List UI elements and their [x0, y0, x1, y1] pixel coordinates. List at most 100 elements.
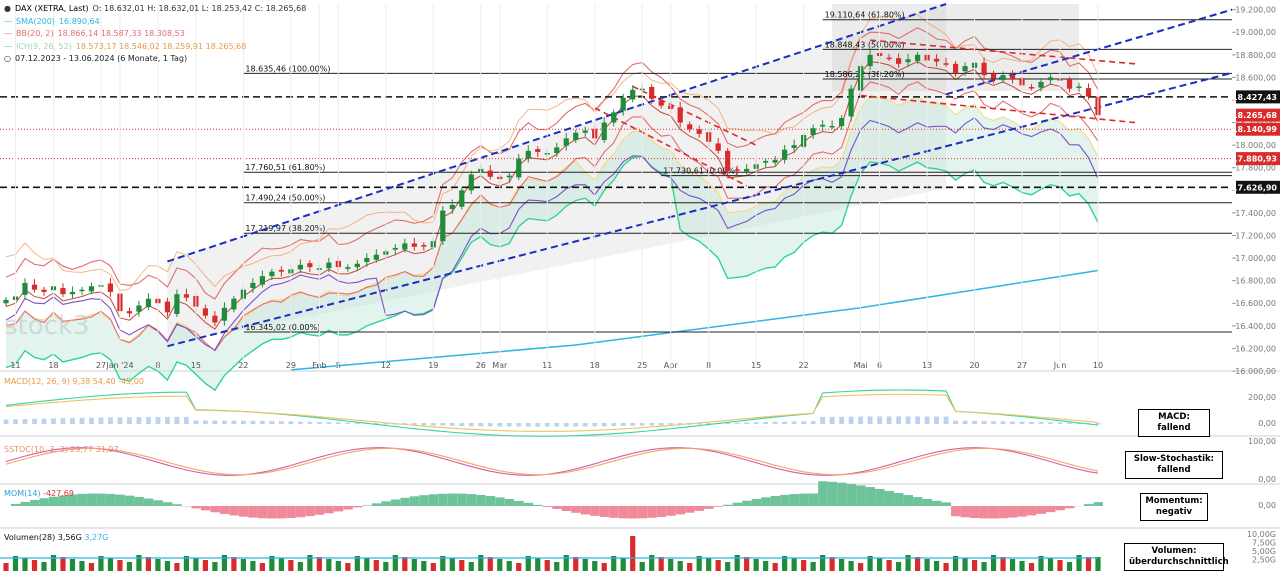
- momentum-bar-positive: [514, 500, 524, 506]
- volume-bar-up: [440, 556, 446, 571]
- volume-bar-down: [31, 560, 38, 571]
- momentum-bar-positive: [48, 496, 59, 506]
- candle-up: [79, 289, 85, 292]
- volume-bar-up: [1019, 561, 1025, 571]
- macd-histogram-bar: [146, 416, 151, 424]
- macd-histogram-bar: [13, 419, 18, 424]
- volume-bar-up: [763, 561, 769, 571]
- momentum-bar-positive: [742, 500, 752, 506]
- volume-bar-down: [630, 536, 636, 571]
- macd-histogram-bar: [174, 416, 180, 424]
- candle-up: [1076, 86, 1082, 88]
- macd-histogram-bar: [554, 423, 560, 427]
- candle-down: [212, 315, 218, 323]
- macd-histogram-bar: [858, 416, 864, 424]
- candle-up: [449, 205, 455, 209]
- macd-histogram-bar: [165, 416, 170, 424]
- volume-bar-down: [744, 557, 750, 571]
- candle-up: [392, 247, 398, 250]
- candle-up: [1047, 77, 1054, 81]
- y-tick-label: 19.000,00: [1235, 28, 1276, 37]
- macd-histogram-bar: [934, 416, 939, 424]
- price-tag: [1236, 90, 1280, 104]
- volume-bar-down: [60, 557, 66, 571]
- momentum-bar-negative: [200, 506, 211, 511]
- candle-up: [373, 254, 379, 260]
- momentum-bar-negative: [191, 506, 201, 509]
- momentum-bar-positive: [770, 495, 781, 506]
- macd-histogram-bar: [943, 416, 949, 424]
- volume-bar-down: [259, 563, 265, 571]
- candle-up: [364, 258, 370, 263]
- candle-down: [60, 288, 66, 295]
- macd-histogram-bar: [829, 416, 835, 424]
- volume-bar-up: [22, 558, 28, 571]
- volume-bar-down: [886, 560, 892, 571]
- volume-bar-up: [592, 561, 598, 571]
- volume-bar-up: [611, 556, 617, 571]
- momentum-bar-negative: [599, 506, 610, 517]
- volume-tick: 5,00G: [1252, 547, 1276, 556]
- volume-bar-down: [829, 557, 835, 571]
- momentum-bar-positive: [172, 504, 182, 506]
- ichimoku-label: ICH(9, 26, 52): [16, 41, 72, 51]
- candle-down: [411, 243, 417, 247]
- momentum-bar-negative: [685, 506, 695, 513]
- vol-avg-value: 3,27G: [84, 533, 109, 542]
- vol-label: Volumen(28): [4, 533, 56, 542]
- momentum-bar-negative: [1065, 506, 1075, 509]
- macd-histogram-bar: [810, 421, 816, 424]
- chart-legend: ● DAX (XETRA, Last) O: 18.632,01 H: 18.632…: [4, 3, 310, 66]
- candle-up: [145, 298, 152, 308]
- momentum-bar-negative: [248, 506, 258, 518]
- macd-histogram-bar: [487, 423, 493, 427]
- macd-histogram-bar: [506, 423, 512, 427]
- macd-histogram-bar: [696, 423, 702, 425]
- volume-bar-down: [658, 557, 664, 571]
- momentum-bar-positive: [457, 493, 467, 506]
- momentum-bar-negative: [219, 506, 230, 514]
- candle-up: [554, 147, 560, 154]
- candle-down: [886, 57, 892, 60]
- macd-histogram-bar: [250, 420, 256, 424]
- candle-up: [250, 282, 256, 289]
- candle-up: [829, 125, 835, 128]
- macd-histogram-bar: [839, 416, 845, 424]
- volume-bar-up: [449, 558, 455, 571]
- macd-histogram-bar: [601, 423, 607, 427]
- stoch-values: 29,77 31,97: [70, 445, 119, 454]
- candle-up: [506, 175, 512, 178]
- volume-bar-up: [535, 558, 541, 571]
- volume-bar-up: [1009, 559, 1016, 571]
- volume-bar-up: [79, 561, 85, 571]
- macd-histogram-bar: [326, 422, 332, 424]
- candle-up: [582, 130, 588, 133]
- candle-down: [952, 63, 959, 73]
- macd-histogram-bar: [782, 421, 788, 424]
- macd-histogram-bar: [79, 417, 85, 424]
- volume-annotation: Volumen: überdurchschnittlich: [1129, 546, 1229, 567]
- macd-histogram-bar: [203, 420, 208, 424]
- volume-bar-down: [373, 560, 379, 571]
- volume-bar-up: [696, 556, 702, 571]
- candle-up: [573, 132, 579, 141]
- macd-histogram-bar: [212, 420, 218, 424]
- volume-bar-up: [126, 562, 133, 571]
- volume-bar-up: [990, 555, 997, 571]
- momentum-bar-negative: [590, 506, 600, 516]
- bb-label: BB(20, 2): [16, 29, 54, 38]
- macd-histogram-bar: [763, 422, 769, 424]
- stoch-d-line: [5, 447, 1099, 476]
- volume-bar-up: [269, 556, 275, 571]
- volume-bar-up: [1066, 562, 1073, 571]
- momentum-bar-negative: [305, 506, 315, 517]
- volume-bar-up: [98, 556, 104, 571]
- volume-bar-up: [506, 561, 512, 571]
- channel-upper-line: [167, 3, 947, 263]
- candle-down: [307, 263, 313, 268]
- macd-histogram-bar: [962, 420, 968, 424]
- stoch-label: SSTOC(10, 3, 3): [4, 445, 68, 454]
- momentum-bar-positive: [428, 494, 439, 506]
- volume-bar-down: [1000, 557, 1006, 571]
- volume-bar-up: [554, 562, 560, 571]
